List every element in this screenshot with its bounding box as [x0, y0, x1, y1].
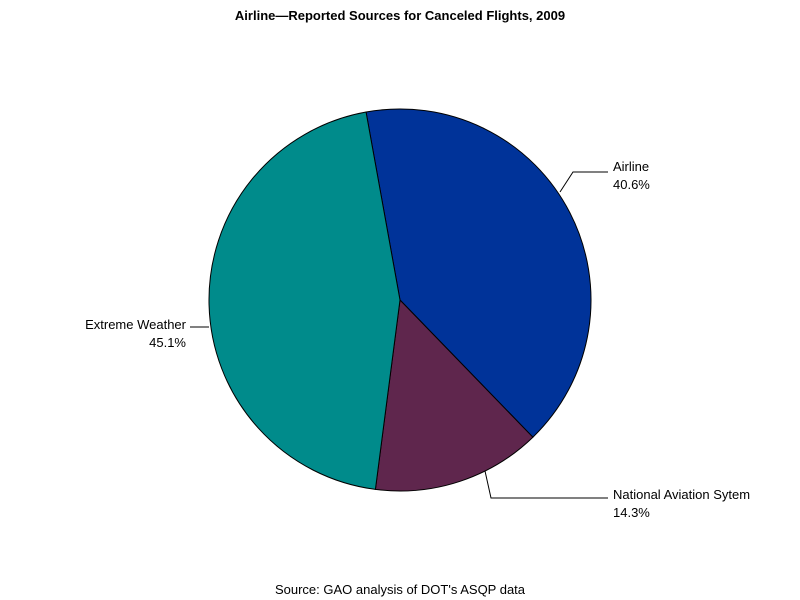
pie-slice-airline: [365, 108, 592, 438]
slice-label: National Aviation Sytem: [613, 487, 750, 502]
pie-labels: Airline 40.6% National Aviation Sytem 14.3%…: [85, 159, 750, 520]
slice-value-label: 40.6%: [613, 177, 650, 192]
slice-value-label: 14.3%: [613, 505, 650, 520]
pie-slice-national-aviation-sytem: [374, 298, 534, 492]
pie-slice-extreme-weather: [208, 111, 401, 490]
chart-title: Airline—Reported Sources for Canceled Fl…: [235, 8, 565, 23]
leader-line: [484, 470, 608, 499]
slice-label: Extreme Weather: [85, 317, 187, 332]
slice-value-label: 45.1%: [149, 335, 186, 350]
source-footnote: Source: GAO analysis of DOT's ASQP data: [275, 582, 526, 597]
pie-slices: [208, 108, 592, 492]
leader-line: [559, 171, 608, 193]
slice-label: Airline: [613, 159, 649, 174]
